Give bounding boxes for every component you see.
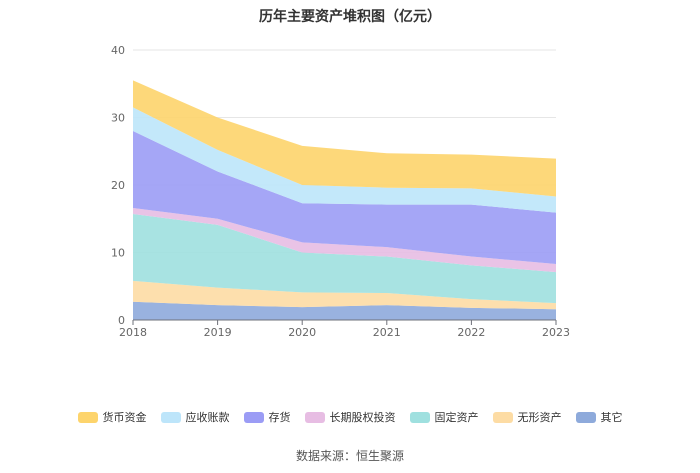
legend-label: 其它 <box>600 411 623 424</box>
legend-label: 应收账款 <box>185 411 230 424</box>
legend-swatch <box>409 411 430 423</box>
legend-label: 存货 <box>268 411 291 424</box>
area-长期股权投资 <box>133 207 556 273</box>
x-tick-label: 2019 <box>204 326 232 339</box>
legend-swatch <box>575 411 596 423</box>
legend-label: 固定资产 <box>434 411 479 424</box>
axes: 0 10 20 30 40 2018 2019 2020 2021 2022 2023 <box>111 44 570 339</box>
legend-swatch <box>492 411 513 423</box>
legend-swatch <box>304 411 325 423</box>
legend-item[interactable]: 存货 <box>243 409 291 425</box>
legend: 货币资金 应收账款 存货 长期股权投资 固定资产 无形资产 其它 <box>0 409 700 425</box>
data-source: 数据来源：恒生聚源 <box>295 449 404 463</box>
y-tick-label: 30 <box>111 112 125 125</box>
legend-swatch <box>160 411 181 423</box>
x-tick-label: 2022 <box>457 326 485 339</box>
legend-label: 货币资金 <box>102 411 147 424</box>
legend-item[interactable]: 应收账款 <box>160 409 230 425</box>
x-tick-label: 2020 <box>288 326 316 339</box>
y-tick-label: 0 <box>118 314 125 327</box>
area-货币资金 <box>133 80 556 197</box>
legend-label: 无形资产 <box>517 411 562 424</box>
legend-label: 长期股权投资 <box>329 411 396 424</box>
y-tick-label: 20 <box>111 179 125 192</box>
legend-swatch <box>243 411 264 423</box>
legend-swatch <box>77 411 98 423</box>
chart-title: 历年主要资产堆积图（亿元） <box>259 9 441 25</box>
area-存货 <box>133 131 556 264</box>
legend-item[interactable]: 无形资产 <box>492 409 562 425</box>
legend-item[interactable]: 其它 <box>575 409 623 425</box>
area-应收账款 <box>133 107 556 213</box>
x-tick-label: 2021 <box>373 326 401 339</box>
area-固定资产 <box>133 214 556 304</box>
area-series <box>133 80 556 320</box>
x-tick-label: 2018 <box>119 326 147 339</box>
legend-item[interactable]: 长期股权投资 <box>304 409 396 425</box>
y-tick-label: 10 <box>111 247 125 260</box>
legend-item[interactable]: 货币资金 <box>77 409 147 425</box>
area-其它 <box>133 301 556 320</box>
x-tick-label: 2023 <box>542 326 570 339</box>
area-无形资产 <box>133 280 556 310</box>
y-tick-label: 40 <box>111 44 125 57</box>
legend-item[interactable]: 固定资产 <box>409 409 479 425</box>
